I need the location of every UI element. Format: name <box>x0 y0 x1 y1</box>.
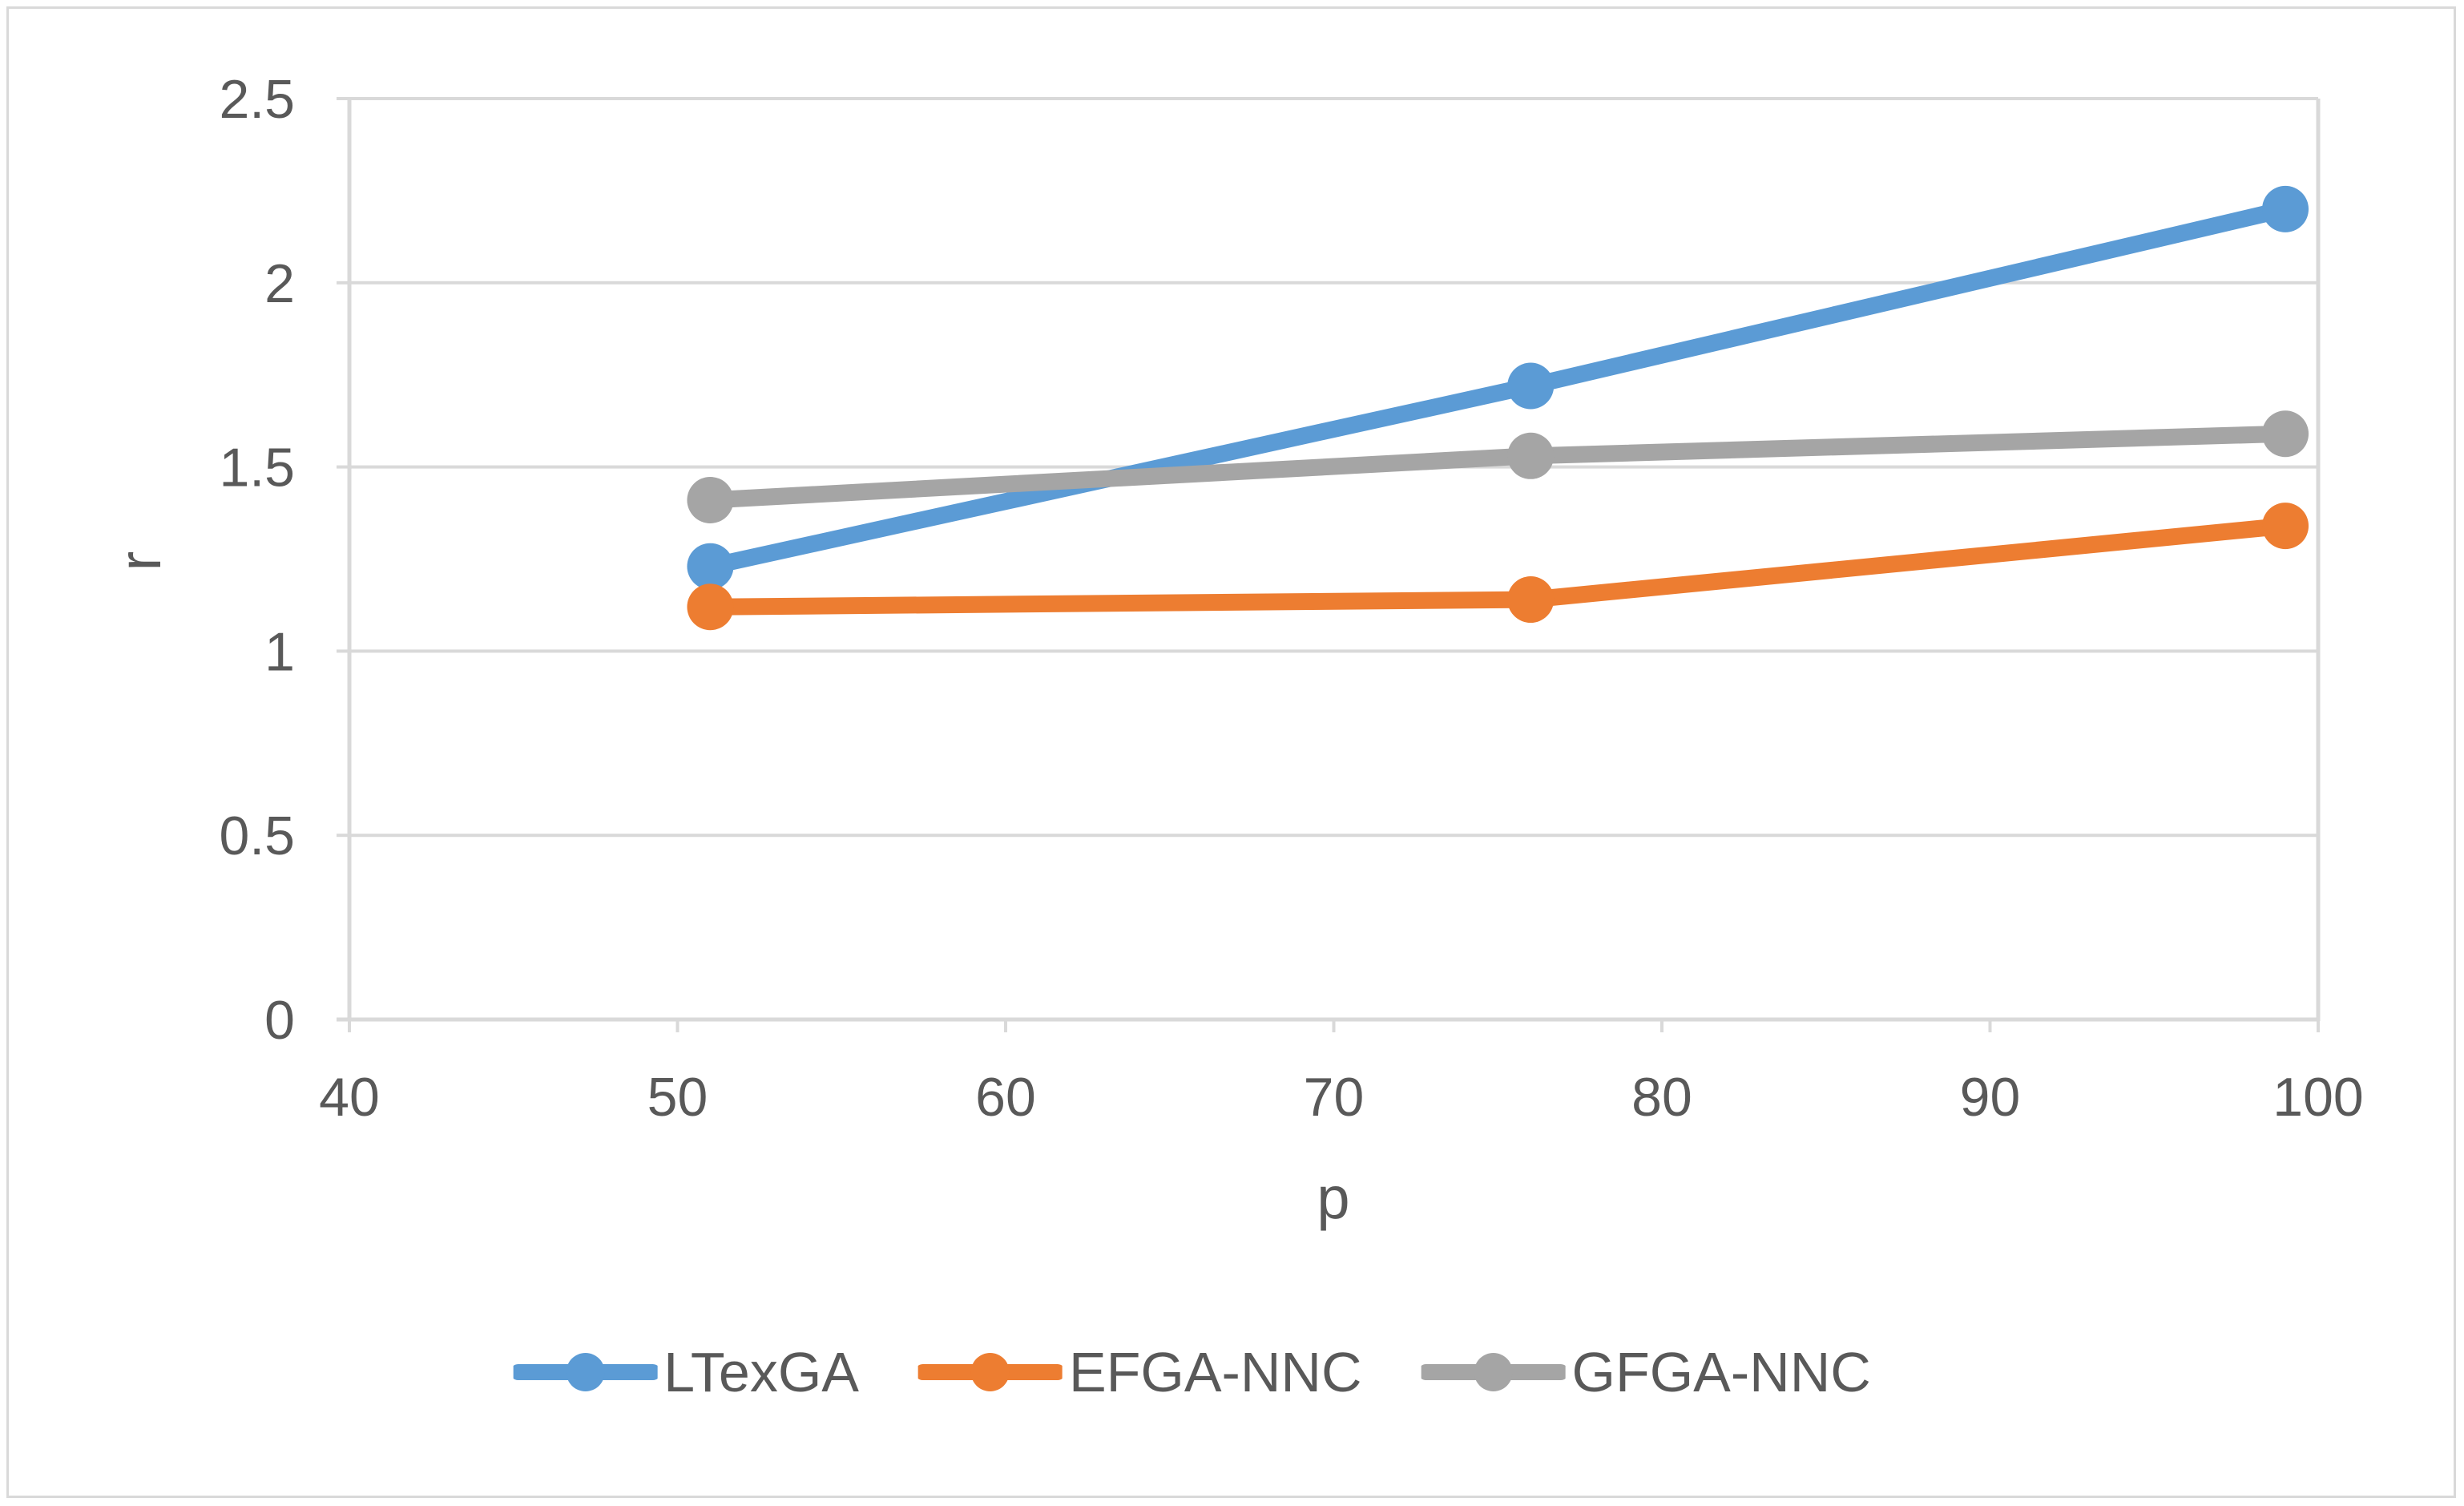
legend-item-GFGA-NNC: GFGA-NNC <box>1421 1340 1871 1404</box>
x-tick-label-90: 90 <box>1960 1067 2021 1128</box>
legend-label: LTexGA <box>663 1341 859 1403</box>
y-tick-label-0: 0 <box>264 990 295 1051</box>
x-tick-label-100: 100 <box>2272 1067 2363 1128</box>
legend-item-EFGA-NNC: EFGA-NNC <box>917 1340 1362 1404</box>
chart-frame-border <box>6 6 2456 1498</box>
y-tick-label-0.5: 0.5 <box>219 805 295 866</box>
x-tick-label-80: 80 <box>1631 1067 1692 1128</box>
gridlines-layer <box>337 97 2321 1032</box>
data-point-GFGA-NNC-p51 <box>687 476 734 523</box>
data-point-EFGA-NNC-p99 <box>2262 503 2309 550</box>
x-tick-label-60: 60 <box>975 1067 1036 1128</box>
series-line-LTexGA <box>701 200 2294 575</box>
series-line-EFGA-NNC <box>701 517 2294 616</box>
legend-item-LTexGA: LTexGA <box>513 1340 859 1404</box>
data-point-LTexGA-p51 <box>687 543 734 590</box>
data-point-LTexGA-p99 <box>2262 185 2309 232</box>
legend-marker-EFGA-NNC-icon <box>917 1353 1063 1391</box>
legend-circle-marker <box>566 1353 605 1391</box>
legend-marker-LTexGA-icon <box>513 1353 658 1391</box>
y-tick-label-1.5: 1.5 <box>219 438 295 499</box>
series-layer <box>687 185 2309 631</box>
x-axis-title: p <box>1317 1165 1349 1231</box>
y-tick-label-2: 2 <box>264 253 295 314</box>
y-tick-label-2.5: 2.5 <box>219 69 295 130</box>
legend-marker-GFGA-NNC-icon <box>1421 1353 1566 1391</box>
axis-labels-layer: 40 50 60 70 80 90 100 0 0.5 1 1.5 2 2.5 <box>219 69 2363 1128</box>
legend-circle-marker <box>970 1353 1010 1391</box>
data-point-GFGA-NNC-p76 <box>1507 432 1555 479</box>
y-tick-label-1: 1 <box>264 621 295 682</box>
x-tick-label-50: 50 <box>647 1067 708 1128</box>
legend: LTexGA EFGA-NNC GFGA-NNC <box>513 1340 1871 1404</box>
data-point-GFGA-NNC-p99 <box>2262 410 2309 458</box>
legend-label: GFGA-NNC <box>1571 1341 1871 1403</box>
data-point-EFGA-NNC-p76 <box>1507 576 1555 624</box>
data-point-LTexGA-p76 <box>1507 362 1555 410</box>
data-point-EFGA-NNC-p51 <box>687 583 734 631</box>
x-tick-label-70: 70 <box>1304 1067 1365 1128</box>
legend-label: EFGA-NNC <box>1068 1341 1362 1403</box>
x-tick-label-40: 40 <box>319 1067 380 1128</box>
legend-circle-marker <box>1474 1353 1513 1391</box>
y-axis-title: r <box>107 551 173 571</box>
